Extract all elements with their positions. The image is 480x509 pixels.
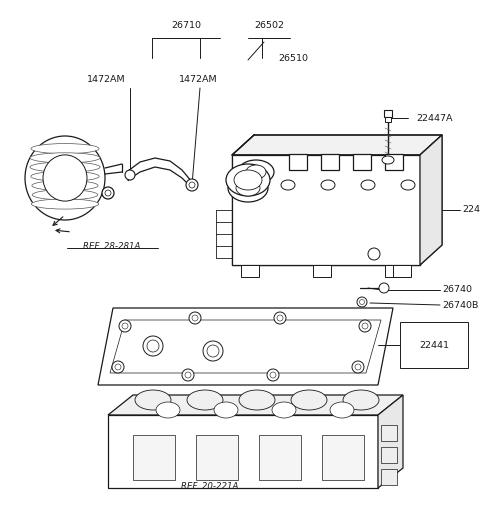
Circle shape (122, 323, 128, 329)
Circle shape (185, 372, 191, 378)
Circle shape (125, 170, 135, 180)
Polygon shape (232, 135, 442, 155)
Bar (241, 265, 259, 277)
Ellipse shape (239, 390, 275, 410)
Circle shape (115, 364, 121, 370)
Circle shape (355, 364, 361, 370)
Circle shape (189, 182, 195, 188)
Circle shape (119, 320, 131, 332)
Bar (393, 265, 411, 277)
Circle shape (277, 315, 283, 321)
Text: REF. 28-281A: REF. 28-281A (84, 242, 141, 251)
Circle shape (360, 299, 364, 304)
Bar (321, 154, 339, 170)
Text: 22410A: 22410A (462, 206, 480, 214)
Polygon shape (98, 308, 393, 385)
Ellipse shape (361, 180, 375, 190)
Bar (353, 154, 371, 170)
Bar (385, 265, 403, 277)
Ellipse shape (401, 180, 415, 190)
Bar (322, 435, 364, 480)
Ellipse shape (234, 170, 262, 190)
Ellipse shape (156, 402, 180, 418)
Circle shape (357, 297, 367, 307)
Bar (313, 265, 331, 277)
Ellipse shape (343, 390, 379, 410)
Circle shape (182, 369, 194, 381)
Ellipse shape (25, 136, 105, 220)
Bar (381, 425, 397, 441)
Ellipse shape (30, 162, 100, 172)
Ellipse shape (187, 390, 223, 410)
Ellipse shape (281, 180, 295, 190)
Ellipse shape (238, 160, 274, 184)
Text: 22441: 22441 (419, 341, 449, 350)
Ellipse shape (31, 144, 99, 154)
Bar (385, 117, 391, 122)
Text: 1472AM: 1472AM (179, 75, 217, 84)
Circle shape (112, 361, 124, 373)
Text: 26710: 26710 (171, 21, 201, 30)
Circle shape (192, 315, 198, 321)
Circle shape (186, 179, 198, 191)
Polygon shape (110, 320, 381, 373)
Bar (385, 154, 403, 170)
Ellipse shape (382, 156, 394, 164)
Circle shape (274, 312, 286, 324)
Ellipse shape (228, 174, 268, 202)
Circle shape (189, 312, 201, 324)
Ellipse shape (241, 180, 255, 190)
Text: 22447A: 22447A (416, 114, 453, 123)
Ellipse shape (236, 180, 260, 196)
Ellipse shape (246, 165, 266, 179)
Text: 26502: 26502 (254, 21, 284, 30)
Circle shape (379, 283, 389, 293)
Circle shape (207, 345, 219, 357)
Ellipse shape (30, 153, 100, 163)
Circle shape (143, 336, 163, 356)
Circle shape (203, 341, 223, 361)
Polygon shape (232, 155, 420, 265)
Ellipse shape (32, 190, 98, 200)
Ellipse shape (321, 180, 335, 190)
Ellipse shape (226, 164, 270, 196)
Bar (259, 435, 301, 480)
Text: 1472AM: 1472AM (87, 75, 125, 84)
Bar (381, 469, 397, 485)
Ellipse shape (31, 172, 99, 181)
Polygon shape (378, 395, 403, 488)
Ellipse shape (32, 181, 98, 190)
Ellipse shape (291, 390, 327, 410)
Bar (133, 435, 175, 480)
Ellipse shape (43, 155, 87, 201)
Circle shape (352, 361, 364, 373)
Ellipse shape (31, 199, 99, 209)
Circle shape (105, 190, 111, 196)
Circle shape (270, 372, 276, 378)
Circle shape (267, 369, 279, 381)
Ellipse shape (272, 402, 296, 418)
Text: 26510: 26510 (278, 53, 308, 63)
Ellipse shape (330, 402, 354, 418)
Bar (289, 154, 307, 170)
Circle shape (359, 320, 371, 332)
Circle shape (362, 323, 368, 329)
Ellipse shape (214, 402, 238, 418)
Text: 26740: 26740 (442, 286, 472, 295)
Text: REF. 20-221A: REF. 20-221A (181, 482, 239, 491)
Circle shape (102, 187, 114, 199)
Circle shape (147, 340, 159, 352)
Circle shape (368, 248, 380, 260)
Polygon shape (108, 415, 378, 488)
Bar (381, 447, 397, 463)
Text: 26740B: 26740B (442, 300, 479, 309)
Polygon shape (420, 135, 442, 265)
Ellipse shape (135, 390, 171, 410)
Polygon shape (108, 395, 403, 415)
Bar (384, 110, 392, 117)
Bar (196, 435, 238, 480)
